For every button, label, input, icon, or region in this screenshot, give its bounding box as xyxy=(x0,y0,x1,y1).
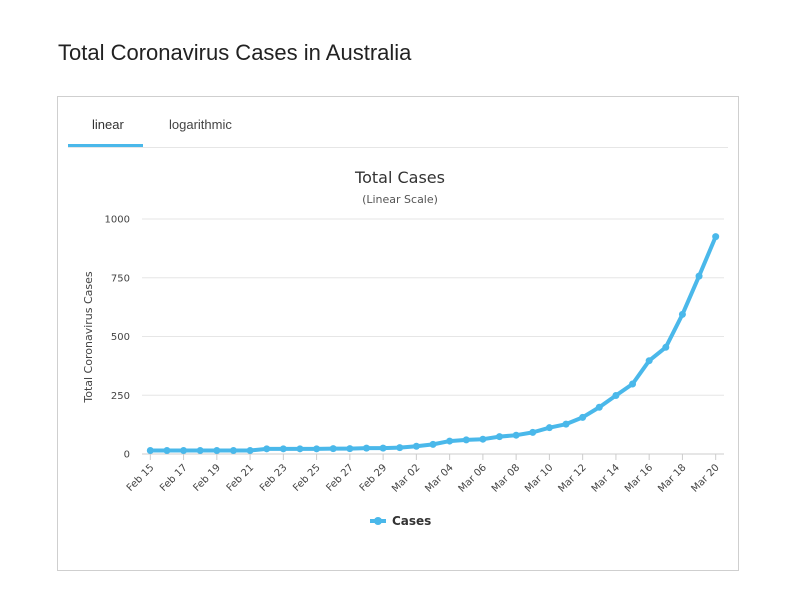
chart-card: linear logarithmic Total Cases (Linear S… xyxy=(57,96,739,571)
data-point[interactable] xyxy=(379,444,387,452)
x-tick-label: Feb 21 xyxy=(225,462,257,494)
x-tick-label: Mar 16 xyxy=(623,462,655,494)
x-tick-label: Mar 20 xyxy=(689,462,721,494)
data-point[interactable] xyxy=(529,428,537,436)
tab-logarithmic[interactable]: logarithmic xyxy=(169,117,232,132)
x-tick-label: Mar 06 xyxy=(457,462,489,494)
legend-marker xyxy=(374,517,382,525)
y-tick-label: 750 xyxy=(111,273,130,284)
data-point[interactable] xyxy=(545,424,553,432)
data-point[interactable] xyxy=(396,444,404,452)
data-point[interactable] xyxy=(645,357,653,365)
data-point[interactable] xyxy=(612,391,620,399)
data-point[interactable] xyxy=(229,446,237,454)
data-point[interactable] xyxy=(446,437,454,445)
x-tick-label: Feb 19 xyxy=(191,462,223,494)
y-tick-label: 0 xyxy=(124,450,130,461)
data-point[interactable] xyxy=(246,446,254,454)
x-tick-label: Mar 08 xyxy=(490,462,522,494)
data-point[interactable] xyxy=(695,272,703,280)
data-point[interactable] xyxy=(313,445,321,453)
data-point[interactable] xyxy=(595,403,603,411)
x-tick-label: Feb 15 xyxy=(125,462,157,494)
page-title: Total Coronavirus Cases in Australia xyxy=(58,40,412,65)
y-axis-label: Total Coronavirus Cases xyxy=(82,271,95,404)
data-point[interactable] xyxy=(263,445,271,453)
cases-chart: Total Cases (Linear Scale) Total Coronav… xyxy=(82,168,724,528)
y-tick-label: 500 xyxy=(111,332,130,343)
data-point[interactable] xyxy=(712,233,720,241)
data-point[interactable] xyxy=(279,445,287,453)
data-point[interactable] xyxy=(579,413,587,421)
x-tick-label: Feb 23 xyxy=(258,462,290,494)
legend-label-cases: Cases xyxy=(392,514,431,528)
tab-linear[interactable]: linear xyxy=(92,117,124,132)
data-point[interactable] xyxy=(429,440,437,448)
y-tick-label: 1000 xyxy=(105,215,130,226)
x-tick-label: Mar 10 xyxy=(523,462,555,494)
data-point[interactable] xyxy=(512,431,520,439)
data-point[interactable] xyxy=(196,446,204,454)
data-point[interactable] xyxy=(163,446,171,454)
series-line-cases xyxy=(148,234,718,453)
data-point[interactable] xyxy=(362,444,370,452)
x-tick-label: Feb 29 xyxy=(358,462,390,494)
data-point[interactable] xyxy=(213,446,221,454)
x-tick-label: Feb 25 xyxy=(291,462,323,494)
data-point[interactable] xyxy=(180,446,188,454)
data-point[interactable] xyxy=(479,435,487,443)
data-point[interactable] xyxy=(678,310,686,318)
x-tick-label: Mar 18 xyxy=(656,462,688,494)
y-tick-label: 250 xyxy=(111,391,130,402)
data-point[interactable] xyxy=(412,442,420,450)
chart-legend[interactable]: Cases xyxy=(370,514,431,528)
scale-tabs: linear logarithmic xyxy=(68,97,728,148)
x-tick-label: Mar 02 xyxy=(390,462,422,494)
chart-subtitle: (Linear Scale) xyxy=(362,193,438,206)
data-point[interactable] xyxy=(346,445,354,453)
data-point[interactable] xyxy=(629,380,637,388)
data-point[interactable] xyxy=(662,343,670,351)
chart-title: Total Cases xyxy=(354,168,445,187)
x-tick-label: Feb 17 xyxy=(158,462,190,494)
data-point[interactable] xyxy=(562,420,570,428)
x-tick-label: Mar 12 xyxy=(556,462,588,494)
x-tick-label: Mar 04 xyxy=(423,462,455,494)
x-tick-label: Mar 14 xyxy=(590,462,622,494)
data-point[interactable] xyxy=(329,445,337,453)
data-point[interactable] xyxy=(146,446,154,454)
active-tab-indicator xyxy=(68,144,143,147)
data-point[interactable] xyxy=(462,436,470,444)
x-tick-label: Feb 27 xyxy=(324,462,356,494)
data-point[interactable] xyxy=(496,433,504,441)
data-point[interactable] xyxy=(296,445,304,453)
